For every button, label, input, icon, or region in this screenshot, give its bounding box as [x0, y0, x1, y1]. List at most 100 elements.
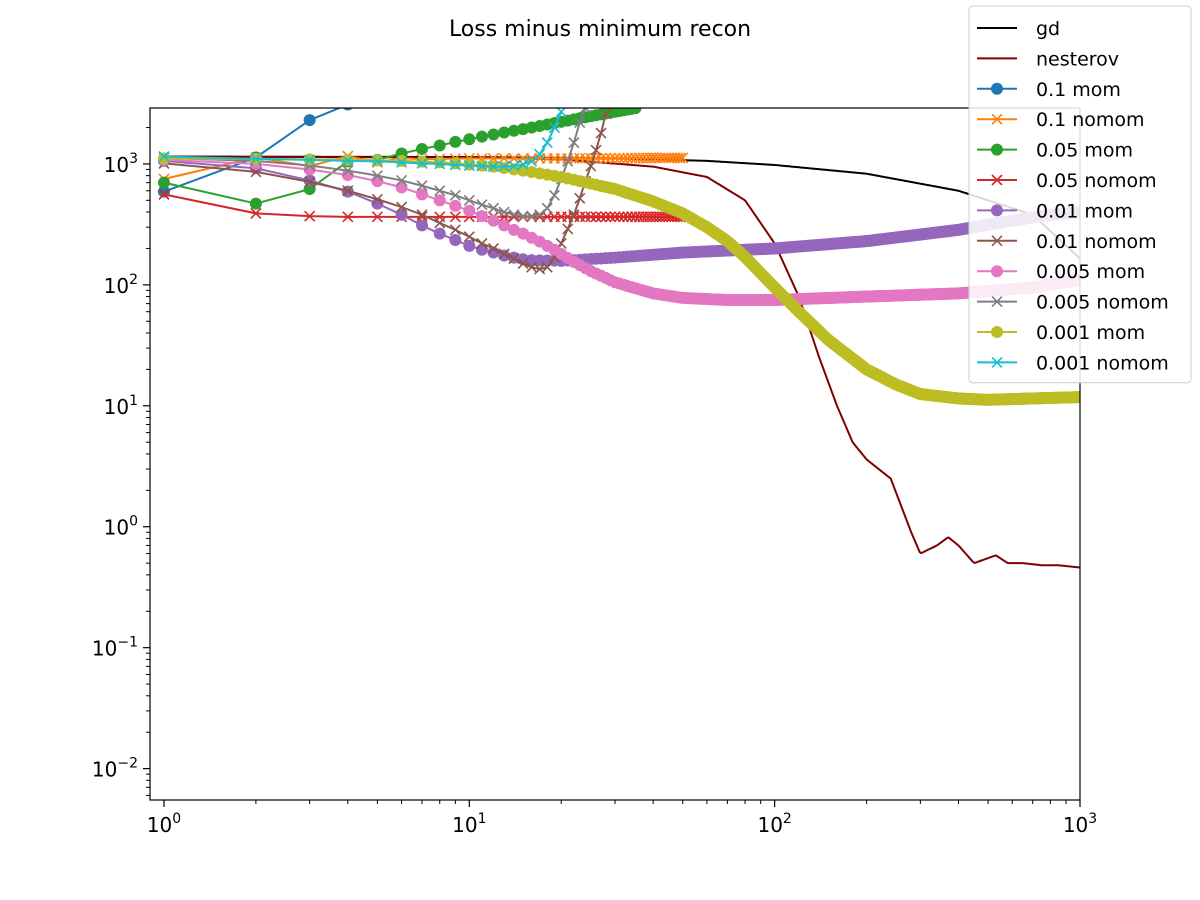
chart-title: Loss minus minimum recon — [449, 17, 751, 42]
x-tick-label: 101 — [452, 811, 486, 837]
data-point — [475, 210, 488, 223]
series-1 — [163, 155, 1080, 569]
legend-marker — [991, 174, 1003, 186]
data-point — [395, 181, 408, 194]
legend-item: nesterov — [977, 48, 1119, 70]
data-point — [449, 189, 461, 201]
data-point — [617, 211, 630, 223]
legend-marker — [991, 265, 1003, 278]
axes-layer: 100 101 102 103 103 102 101 100 10−1 10−2 — [92, 107, 1097, 837]
legend-label: 0.1 mom — [1036, 79, 1121, 101]
legend-item: 0.01 mom — [977, 200, 1133, 222]
data-point — [498, 219, 511, 232]
legend-item: 0.005 nomom — [977, 292, 1169, 314]
series-11 — [158, 108, 567, 173]
data-point — [517, 257, 529, 270]
data-point — [548, 189, 560, 201]
data-point — [487, 242, 500, 255]
legend-item: 0.001 mom — [977, 322, 1145, 344]
legend-box — [968, 5, 1192, 384]
data-point — [463, 231, 475, 243]
legend-marker — [991, 235, 1003, 247]
data-point — [548, 121, 560, 134]
data-point — [476, 237, 488, 250]
legend-label: 0.01 nomom — [1036, 231, 1157, 253]
data-point — [604, 211, 617, 223]
data-point — [541, 137, 553, 149]
data-point — [609, 211, 621, 223]
data-point — [600, 152, 612, 164]
legend-marker — [991, 296, 1003, 308]
data-point — [487, 214, 500, 227]
data-point — [677, 152, 689, 164]
legend-label: nesterov — [1036, 48, 1119, 70]
legend-label: 0.001 nomom — [1036, 352, 1169, 374]
data-point — [342, 165, 354, 177]
data-point — [395, 154, 408, 167]
legend-label: gd — [1036, 18, 1060, 40]
data-point — [585, 160, 597, 172]
data-point — [463, 239, 476, 252]
legend-item: 0.001 nomom — [977, 352, 1169, 374]
legend: gd nesterov 0.1 mom 0.1 nomom 0.05 mom 0.05 n… — [968, 5, 1192, 384]
data-point — [304, 210, 316, 222]
data-point — [434, 217, 446, 229]
legend-item: 0.1 mom — [977, 79, 1121, 101]
data-point — [342, 211, 354, 223]
data-point — [476, 199, 488, 211]
data-point — [629, 108, 642, 115]
data-point — [507, 124, 520, 137]
data-point — [487, 161, 500, 173]
series-line-7 — [163, 113, 607, 271]
data-point — [617, 152, 630, 164]
data-point — [304, 176, 316, 188]
legend-item: gd — [977, 18, 1060, 40]
legend-label: 0.005 nomom — [1036, 292, 1169, 314]
legend-item: 0.005 mom — [977, 261, 1145, 283]
data-point — [498, 248, 510, 260]
data-point — [434, 158, 446, 170]
data-point — [541, 202, 553, 214]
legend-label: 0.001 mom — [1036, 322, 1145, 344]
data-point — [579, 108, 591, 114]
legend-marker — [991, 113, 1003, 125]
data-point — [157, 152, 170, 165]
data-point — [396, 174, 408, 187]
data-point — [579, 211, 591, 223]
data-point — [304, 154, 316, 166]
y-tick-label: 103 — [104, 151, 138, 177]
data-point — [416, 142, 429, 155]
y-tick-label: 10−1 — [92, 635, 138, 661]
legend-item: 0.1 nomom — [977, 109, 1145, 131]
data-point — [396, 156, 408, 168]
x-tick-label: 103 — [1063, 811, 1097, 837]
data-point — [449, 199, 462, 212]
data-point — [574, 192, 586, 204]
series-line-1 — [163, 155, 1080, 569]
legend-item: 0.01 nomom — [977, 231, 1157, 253]
data-point — [508, 252, 520, 265]
series-markers-9 — [158, 108, 591, 222]
data-point — [449, 159, 461, 171]
legend-label: 0.005 mom — [1036, 261, 1145, 283]
data-point — [416, 180, 428, 192]
data-point — [371, 211, 383, 223]
data-point — [668, 152, 681, 164]
data-point — [449, 135, 462, 148]
series-markers-4 — [157, 108, 642, 210]
data-point — [1074, 391, 1080, 404]
data-point — [541, 261, 553, 273]
data-point — [463, 159, 475, 172]
legend-marker — [991, 143, 1003, 156]
data-point — [475, 130, 488, 143]
data-point — [434, 185, 446, 197]
data-point — [433, 227, 446, 240]
data-point — [498, 152, 510, 165]
data-point — [449, 211, 461, 223]
legend-item: 0.05 mom — [977, 140, 1133, 162]
data-point — [342, 108, 353, 111]
data-point — [585, 211, 597, 223]
y-tick-label: 10−2 — [92, 756, 138, 782]
legend-marker — [991, 204, 1003, 217]
data-point — [157, 176, 170, 189]
